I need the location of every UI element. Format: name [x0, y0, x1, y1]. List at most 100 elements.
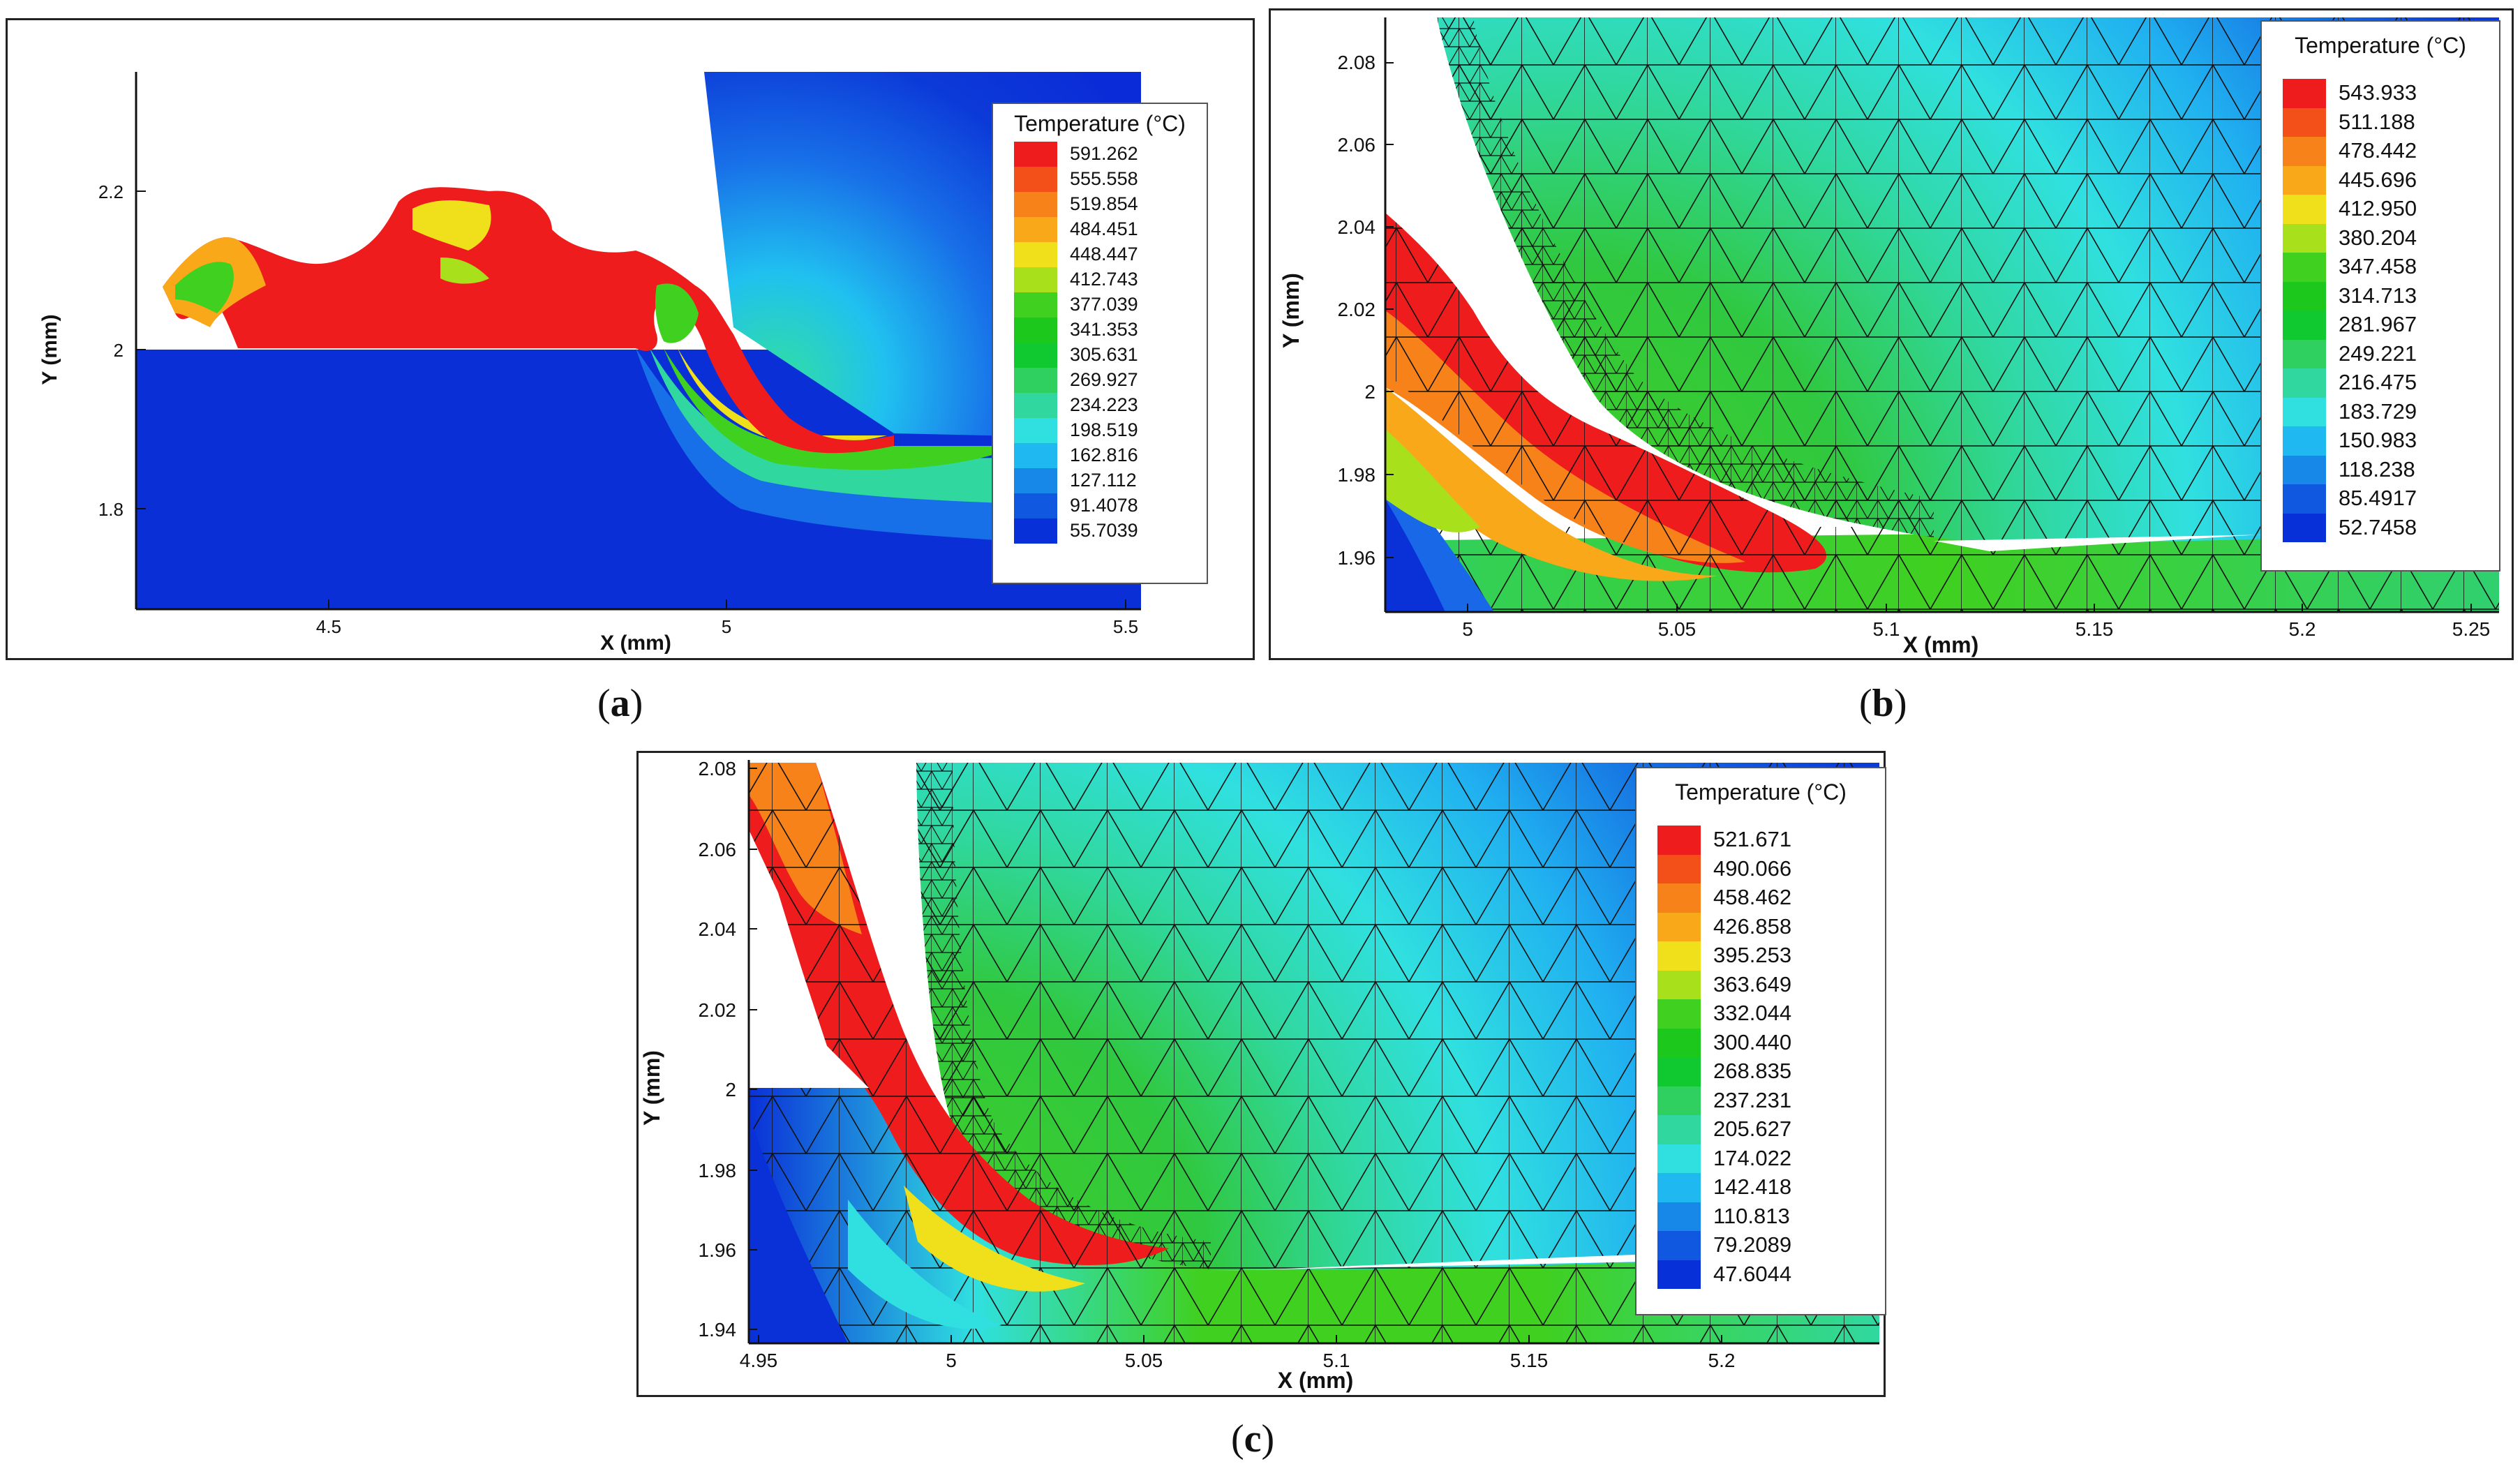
panel-a: 2.2 2 1.8 4.5 5 5.5 X (mm) Y (mm) Temper… [6, 18, 1255, 660]
legend-swatch [2283, 281, 2326, 311]
legend-swatch [1014, 267, 1057, 292]
legend-value: 458.462 [1713, 885, 1792, 909]
panel-b-ytick-4: 2 [1364, 381, 1375, 403]
legend-value: 91.4078 [1070, 495, 1138, 516]
legend-swatch [1014, 192, 1057, 217]
legend-value: 478.442 [2339, 138, 2417, 163]
legend-value: 198.519 [1070, 419, 1138, 440]
legend-value: 162.816 [1070, 445, 1138, 465]
legend-value: 412.743 [1070, 269, 1138, 290]
legend-value: 300.440 [1713, 1029, 1792, 1054]
legend-value: 52.7458 [2339, 514, 2417, 539]
legend-swatch [2283, 455, 2326, 484]
legend-swatch [1657, 1144, 1701, 1173]
legend-value: 183.729 [2339, 398, 2417, 424]
legend-value: 314.713 [2339, 283, 2417, 308]
panel-c-xtick-4: 5.15 [1510, 1350, 1549, 1371]
legend-swatch [2283, 137, 2326, 166]
legend-value: 363.649 [1713, 971, 1792, 996]
panel-a-ytick-1: 2 [114, 340, 124, 361]
legend-swatch [2283, 79, 2326, 108]
legend-value: 445.696 [2339, 167, 2417, 192]
legend-swatch [2283, 195, 2326, 224]
panel-b-y-axis-title: Y (mm) [1278, 273, 1304, 348]
legend-swatch [1657, 1173, 1701, 1202]
panel-b-ytick-2: 2.04 [1338, 216, 1376, 238]
legend-value: 519.854 [1070, 193, 1138, 214]
legend-swatch [2283, 484, 2326, 514]
panel-c-xtick-0: 4.95 [740, 1350, 778, 1371]
legend-swatch [1014, 443, 1057, 468]
legend-swatch [2283, 165, 2326, 195]
legend-value: 521.671 [1713, 827, 1792, 851]
legend-value: 332.044 [1713, 1001, 1792, 1025]
legend-swatch [1657, 883, 1701, 913]
legend-swatch [1014, 343, 1057, 368]
panel-a-legend-title: Temperature (°C) [1014, 111, 1186, 136]
panel-c-x-axis-title: X (mm) [1278, 1368, 1353, 1393]
panel-a-xtick-2: 5.5 [1113, 616, 1138, 637]
panel-b-xtick-4: 5.2 [2289, 618, 2316, 640]
legend-value: 341.353 [1070, 319, 1138, 340]
legend-value: 55.7039 [1070, 520, 1138, 541]
legend-value: 511.188 [2339, 109, 2415, 134]
caption-a: (a) [597, 682, 643, 725]
panel-a-xtick-0: 4.5 [316, 616, 341, 637]
legend-swatch [1014, 468, 1057, 493]
legend-swatch [1657, 1115, 1701, 1144]
legend-value: 377.039 [1070, 294, 1138, 315]
panel-b-ytick-6: 1.96 [1338, 547, 1376, 569]
legend-swatch [1657, 1231, 1701, 1260]
legend-value: 268.835 [1713, 1059, 1792, 1083]
legend-swatch [1014, 292, 1057, 318]
legend-swatch [1014, 217, 1057, 242]
legend-swatch [1657, 826, 1701, 855]
panel-b: 2.08 2.06 2.04 2.02 2 1.98 1.96 5 5.05 5… [1269, 8, 2514, 660]
legend-swatch [1014, 142, 1057, 167]
legend-value: 205.627 [1713, 1117, 1792, 1141]
legend-value: 142.418 [1713, 1174, 1792, 1199]
legend-swatch [1014, 318, 1057, 343]
panel-a-y-ticks [136, 191, 146, 509]
panel-c-xtick-3: 5.1 [1323, 1350, 1350, 1371]
panel-a-y-axis-title: Y (mm) [38, 314, 61, 385]
panel-c-ytick-6: 1.96 [699, 1239, 737, 1261]
legend-value: 150.983 [2339, 428, 2417, 452]
legend-value: 380.204 [2339, 225, 2417, 250]
panel-c-ytick-5: 1.98 [699, 1160, 737, 1181]
legend-value: 216.475 [2339, 370, 2417, 394]
legend-swatch [1014, 518, 1057, 544]
legend-value: 555.558 [1070, 168, 1138, 189]
legend-swatch [1014, 167, 1057, 192]
legend-value: 79.2089 [1713, 1232, 1792, 1257]
legend-swatch [2283, 253, 2326, 282]
legend-value: 448.447 [1070, 244, 1138, 264]
legend-value: 127.112 [1070, 470, 1137, 491]
legend-value: 174.022 [1713, 1145, 1792, 1170]
panel-b-xtick-2: 5.1 [1873, 618, 1900, 640]
caption-b: (b) [1859, 682, 1907, 725]
legend-value: 490.066 [1713, 856, 1792, 881]
legend-swatch [1014, 418, 1057, 443]
panel-c: 2.08 2.06 2.04 2.02 2 1.98 1.96 1.94 4.9… [636, 751, 1886, 1397]
legend-swatch [2283, 513, 2326, 542]
panel-b-xtick-1: 5.05 [1658, 618, 1697, 640]
panel-b-xtick-3: 5.15 [2075, 618, 2114, 640]
panel-a-legend: Temperature (°C) 591.262 555.558 519.854 48… [992, 103, 1208, 584]
legend-swatch [1657, 1202, 1701, 1231]
legend-value: 281.967 [2339, 312, 2417, 336]
legend-value: 47.6044 [1713, 1261, 1792, 1286]
panel-c-legend-title: Temperature (°C) [1675, 779, 1847, 805]
legend-value: 110.813 [1713, 1203, 1790, 1228]
legend-swatch [2283, 107, 2326, 137]
panel-b-ytick-0: 2.08 [1338, 52, 1376, 73]
legend-value: 347.458 [2339, 254, 2417, 278]
legend-value: 412.950 [2339, 196, 2417, 221]
legend-value: 305.631 [1070, 344, 1138, 365]
legend-value: 269.927 [1070, 369, 1138, 390]
legend-swatch [1014, 368, 1057, 393]
panel-c-y-axis-title: Y (mm) [639, 1050, 664, 1126]
panel-b-ticks [1385, 62, 2472, 612]
legend-swatch [2283, 397, 2326, 426]
panel-c-xtick-1: 5 [946, 1350, 957, 1371]
